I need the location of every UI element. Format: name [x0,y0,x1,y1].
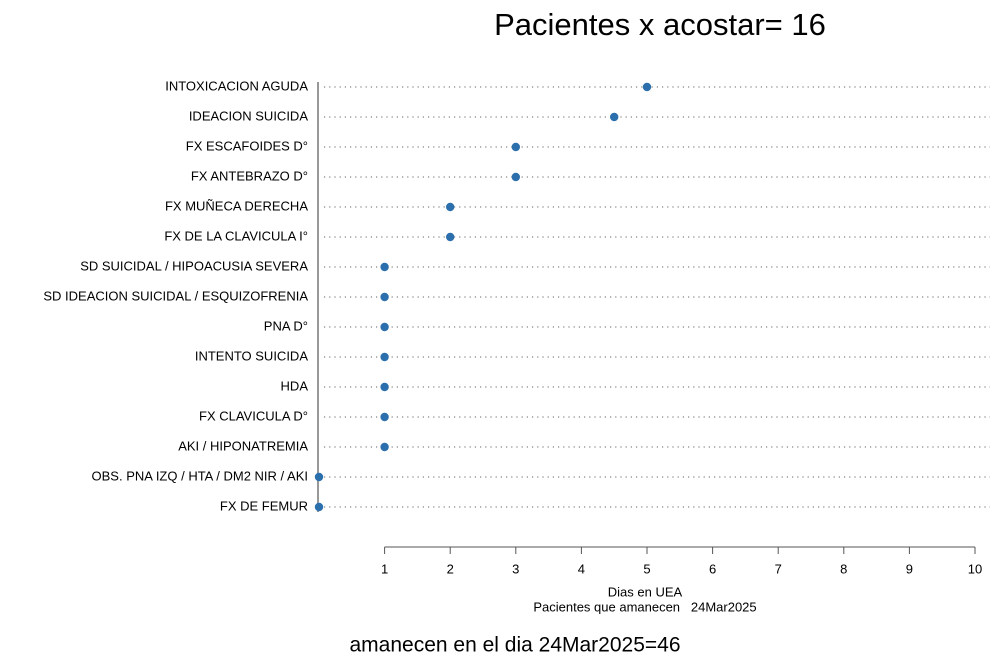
y-tick-label: INTENTO SUICIDA [195,348,308,363]
y-tick-label: INTOXICACION AGUDA [165,78,308,93]
x-axis-label: Dias en UEA [608,584,683,599]
dot [380,292,389,302]
y-tick-label: SD IDEACION SUICIDAL / ESQUIZOFRENIA [43,288,308,303]
y-tick-label: FX ESCAFOIDES D° [186,138,308,153]
y-tick-label: OBS. PNA IZQ / HTA / DM2 NIR / AKI [92,468,308,483]
x-tick-label: 2 [447,561,454,576]
x-tick-label: 5 [643,561,650,576]
footer: amanecen en el dia 24Mar2025=46 [350,634,681,657]
dot [380,322,389,332]
dot [380,442,389,452]
x-tick-label: 7 [775,561,782,576]
x-tick-label: 1 [381,561,388,576]
dot [314,502,324,512]
y-tick-label: FX DE FEMUR [220,498,308,513]
dot [642,82,652,92]
y-tick-label: FX ANTEBRAZO D° [191,168,308,183]
dot [446,232,455,242]
y-tick-label: AKI / HIPONATREMIA [178,438,308,453]
y-tick-label: FX DE LA CLAVICULA I° [164,228,308,243]
x-tick-label: 8 [840,561,847,576]
x-tick-label: 10 [968,561,982,576]
y-tick-label: FX MUÑECA DERECHA [165,198,308,213]
x-tick-label: 6 [709,561,716,576]
y-tick-label: FX CLAVICULA D° [199,408,308,423]
x-axis-subtitle: Pacientes que amanecen 24Mar2025 [533,599,756,614]
dot [511,172,520,182]
y-tick-label: IDEACION SUICIDA [189,108,309,123]
dot [610,112,619,122]
y-tick-label: SD SUICIDAL / HIPOACUSIA SEVERA [80,258,308,273]
y-tick-label: PNA D° [264,318,308,333]
x-tick-label: 4 [578,561,585,576]
dot [380,412,389,422]
dot [380,382,389,392]
dot [446,202,455,212]
x-tick-label: 3 [512,561,519,576]
dot [380,352,389,362]
dot [511,142,520,152]
dot [314,472,324,482]
x-tick-label: 9 [906,561,913,576]
y-tick-label: HDA [281,378,309,393]
chart-title: Pacientes x acostar= 16 [494,7,826,42]
dot [380,262,389,272]
